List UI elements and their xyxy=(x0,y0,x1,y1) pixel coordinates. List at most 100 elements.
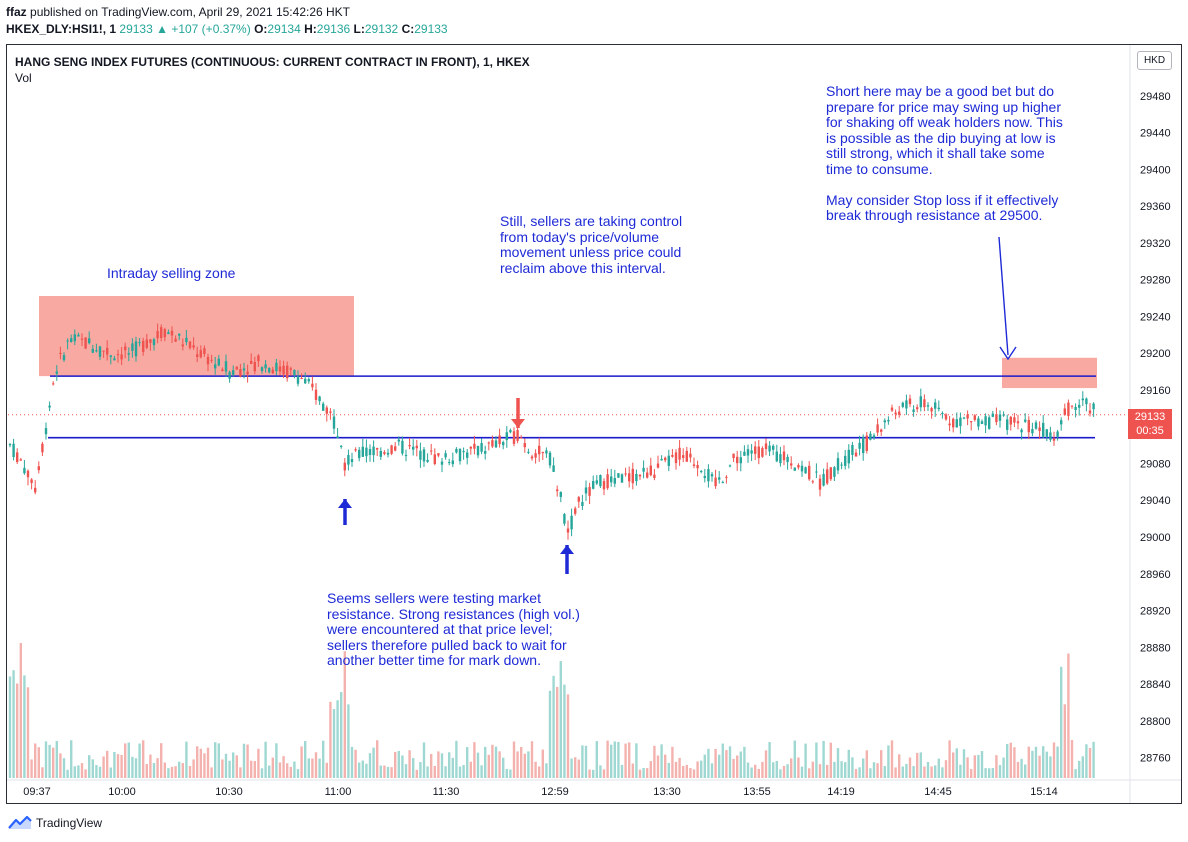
volume-bar xyxy=(494,746,498,778)
candle-body xyxy=(538,445,541,455)
candle-body xyxy=(653,474,656,478)
candle-body xyxy=(1006,419,1009,430)
volume-bar xyxy=(451,757,454,778)
candle-body xyxy=(332,416,336,429)
sellers-control-note[interactable]: Still, sellers are taking control from t… xyxy=(500,213,683,276)
candle-body xyxy=(124,346,127,351)
volume-bar xyxy=(556,686,559,778)
volume-bar xyxy=(905,763,908,778)
sellers-testing-note[interactable]: Seems sellers were testing market resist… xyxy=(327,590,580,668)
candle-body xyxy=(876,424,879,433)
volume-bar xyxy=(901,766,904,778)
volume-bar xyxy=(214,742,217,778)
candle-body xyxy=(962,417,966,419)
test-arrow xyxy=(511,398,525,428)
volume-bar xyxy=(1038,755,1041,778)
volume-bar xyxy=(300,746,303,778)
candle-body xyxy=(898,411,901,415)
candle-body xyxy=(329,411,332,413)
volume-bar xyxy=(376,740,379,778)
short-here-note[interactable]: Short here may be a good bet but do prep… xyxy=(826,83,1063,223)
currency-button[interactable]: HKD xyxy=(1137,51,1172,70)
volume-bar xyxy=(37,747,40,778)
candle-body xyxy=(588,486,591,496)
volume-bar xyxy=(966,757,969,778)
volume-bar xyxy=(847,749,850,778)
volume-bar xyxy=(52,747,55,778)
volume-bar xyxy=(210,767,213,778)
candle-body xyxy=(937,407,940,410)
volume-bar xyxy=(426,766,429,778)
volume-bar xyxy=(937,758,940,778)
volume-bar xyxy=(390,767,393,778)
volume-bar xyxy=(883,766,886,778)
candle-body xyxy=(376,448,379,450)
candle-body xyxy=(660,458,663,461)
volume-bar xyxy=(764,750,768,778)
open-label: O: xyxy=(254,22,268,36)
volume-bar xyxy=(77,765,80,778)
candle-body xyxy=(822,474,825,486)
candle-body xyxy=(977,418,980,427)
candle-body xyxy=(624,473,627,475)
candle-body xyxy=(869,433,872,440)
volume-bar xyxy=(854,769,858,778)
candle-body xyxy=(484,451,487,454)
volume-bar xyxy=(336,700,339,778)
candle-body xyxy=(311,383,314,388)
candle-body xyxy=(199,350,202,358)
candle-body xyxy=(300,378,303,380)
volume-bar xyxy=(138,743,141,778)
volume-bar xyxy=(790,758,793,778)
chart-frame[interactable] xyxy=(6,44,1182,804)
volume-bar xyxy=(851,757,854,778)
candle-body xyxy=(718,477,721,480)
candle-body xyxy=(476,445,480,456)
volume-bar xyxy=(235,755,238,778)
candle-body xyxy=(62,355,66,361)
volume-bar xyxy=(271,757,274,778)
candle-body xyxy=(440,461,444,465)
candle-body xyxy=(34,487,37,493)
volume-bar xyxy=(754,764,757,778)
candle-body xyxy=(692,464,696,466)
volume-bar xyxy=(368,753,372,778)
y-tick-label: 29360 xyxy=(1140,201,1171,213)
candle-body xyxy=(98,346,102,357)
candle-body xyxy=(66,340,69,342)
volume-bar xyxy=(379,765,382,778)
candle-body xyxy=(466,452,469,458)
candle-body xyxy=(48,405,51,408)
volume-bar xyxy=(541,749,544,778)
candle-body xyxy=(224,361,228,372)
volume-bar xyxy=(1052,742,1056,778)
selling-zone-note[interactable]: Intraday selling zone xyxy=(107,265,236,281)
candle-body xyxy=(102,350,105,352)
candle-body xyxy=(1038,427,1041,431)
symbol-label: HKEX_DLY:HSI1!, 1 xyxy=(6,22,117,36)
candle-body xyxy=(894,412,897,415)
candle-body xyxy=(772,445,775,450)
volume-bar xyxy=(631,763,634,778)
volume-bar xyxy=(505,768,508,778)
candle-body xyxy=(1049,432,1052,440)
volume-bar xyxy=(26,687,30,778)
candle-body xyxy=(707,469,710,482)
candle-body xyxy=(883,420,886,423)
volume-bar xyxy=(394,751,397,778)
candle-body xyxy=(739,457,742,464)
volume-bar xyxy=(768,741,771,778)
author-name[interactable]: ffaz xyxy=(6,5,27,19)
volume-bar xyxy=(523,753,526,778)
candle-body xyxy=(952,418,955,428)
candle-body xyxy=(955,419,958,428)
volume-bar xyxy=(602,769,606,778)
candle-body xyxy=(815,471,818,473)
tradingview-logo[interactable]: TradingView xyxy=(8,816,102,830)
candle-body xyxy=(160,327,163,338)
candle-body xyxy=(613,478,616,484)
volume-bar xyxy=(304,741,307,778)
candle-body xyxy=(462,451,465,453)
volume-bar xyxy=(667,762,670,778)
